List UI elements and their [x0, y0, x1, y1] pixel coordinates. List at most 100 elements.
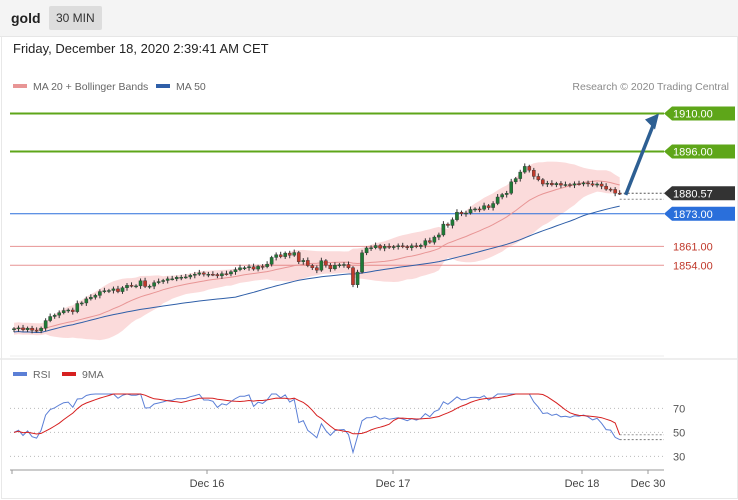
candle-body	[75, 303, 80, 312]
candle-body	[229, 271, 233, 275]
candle	[129, 282, 134, 288]
candle-body	[242, 267, 247, 269]
candle-body	[613, 189, 617, 194]
candle-body	[125, 285, 129, 288]
candle-body	[156, 281, 161, 283]
candle	[550, 180, 554, 187]
top-bar: gold 30 MIN	[0, 0, 738, 37]
candle	[409, 243, 414, 251]
candle	[310, 263, 315, 271]
candle-body	[269, 257, 274, 265]
candle-body	[409, 245, 414, 248]
moving-average-lines	[13, 180, 620, 334]
candle-body	[491, 203, 495, 208]
candle	[79, 301, 84, 306]
candle	[455, 209, 459, 222]
candle-body	[446, 223, 450, 226]
candle	[242, 266, 247, 271]
candle-body	[129, 285, 134, 287]
candle	[215, 272, 220, 279]
candle	[170, 275, 175, 281]
candle-body	[369, 247, 373, 249]
candle	[229, 270, 233, 277]
rsi-legend-swatch	[13, 372, 27, 376]
candle	[414, 242, 419, 249]
candle-body	[536, 176, 541, 180]
candle	[143, 277, 147, 289]
candle-body	[595, 183, 599, 186]
candle	[328, 262, 333, 272]
candle-body	[287, 252, 292, 256]
candle-body	[278, 254, 283, 257]
candle	[563, 181, 568, 187]
candle-body	[70, 309, 75, 312]
candle-body	[319, 260, 324, 271]
candle-body	[450, 219, 455, 226]
candle-body	[16, 327, 21, 330]
level-label-1861.00: 1861.00	[673, 241, 713, 253]
candle-body	[296, 252, 301, 262]
timeframe-badge[interactable]: 30 MIN	[49, 6, 102, 30]
candle	[428, 237, 432, 244]
candle-body	[577, 183, 581, 185]
candle	[211, 271, 215, 277]
level-label-1854.00: 1854.00	[673, 260, 713, 272]
candle	[156, 278, 161, 285]
candle	[437, 232, 441, 241]
candle	[206, 271, 211, 278]
candle	[351, 266, 355, 288]
watermark: Research © 2020 Trading Central	[572, 81, 729, 93]
candle	[125, 283, 129, 291]
candle	[396, 243, 401, 250]
legend-label: MA 20 + Bollinger Bands	[33, 81, 148, 93]
candle	[287, 250, 292, 259]
candle-body	[568, 184, 572, 186]
candle-body	[527, 166, 532, 171]
candle	[500, 192, 504, 200]
candle	[152, 280, 156, 290]
candle-body	[152, 282, 156, 287]
candle-body	[324, 260, 328, 266]
candle-body	[414, 245, 419, 247]
candle	[21, 324, 25, 332]
bollinger-band-fill	[14, 161, 620, 341]
level-label-1896.00: 1896.00	[673, 146, 713, 158]
candle	[391, 244, 396, 250]
candle	[183, 273, 188, 279]
candle-body	[500, 194, 504, 198]
candle	[532, 167, 536, 180]
candle	[378, 243, 382, 251]
candle	[432, 235, 437, 245]
ma50-line	[13, 205, 620, 334]
candle-body	[328, 265, 333, 270]
candle	[306, 257, 310, 268]
candle-body	[39, 327, 43, 332]
time-label: Dec 17	[376, 478, 411, 490]
level-tag-1873.00	[664, 206, 735, 221]
candle	[491, 201, 495, 211]
candle	[192, 271, 197, 279]
candle-body	[513, 178, 518, 183]
candle	[364, 246, 369, 256]
candle-body	[30, 327, 34, 331]
candle-body	[310, 265, 315, 268]
rsi-series	[13, 393, 621, 455]
legend-label: MA 50	[176, 81, 206, 93]
candle-body	[545, 182, 550, 185]
candle-body	[107, 290, 111, 292]
candle	[274, 252, 278, 261]
candle-body	[111, 288, 116, 291]
candle-body	[586, 182, 590, 185]
candle-body	[89, 297, 93, 300]
candle-body	[247, 266, 251, 268]
rsi-legend-swatch	[62, 372, 76, 376]
candle	[509, 178, 514, 195]
candle	[559, 181, 563, 189]
candle	[346, 261, 351, 270]
candle	[202, 271, 206, 277]
candle	[536, 173, 541, 182]
candle	[116, 285, 120, 294]
candle	[16, 325, 21, 332]
candle-body	[541, 179, 545, 185]
